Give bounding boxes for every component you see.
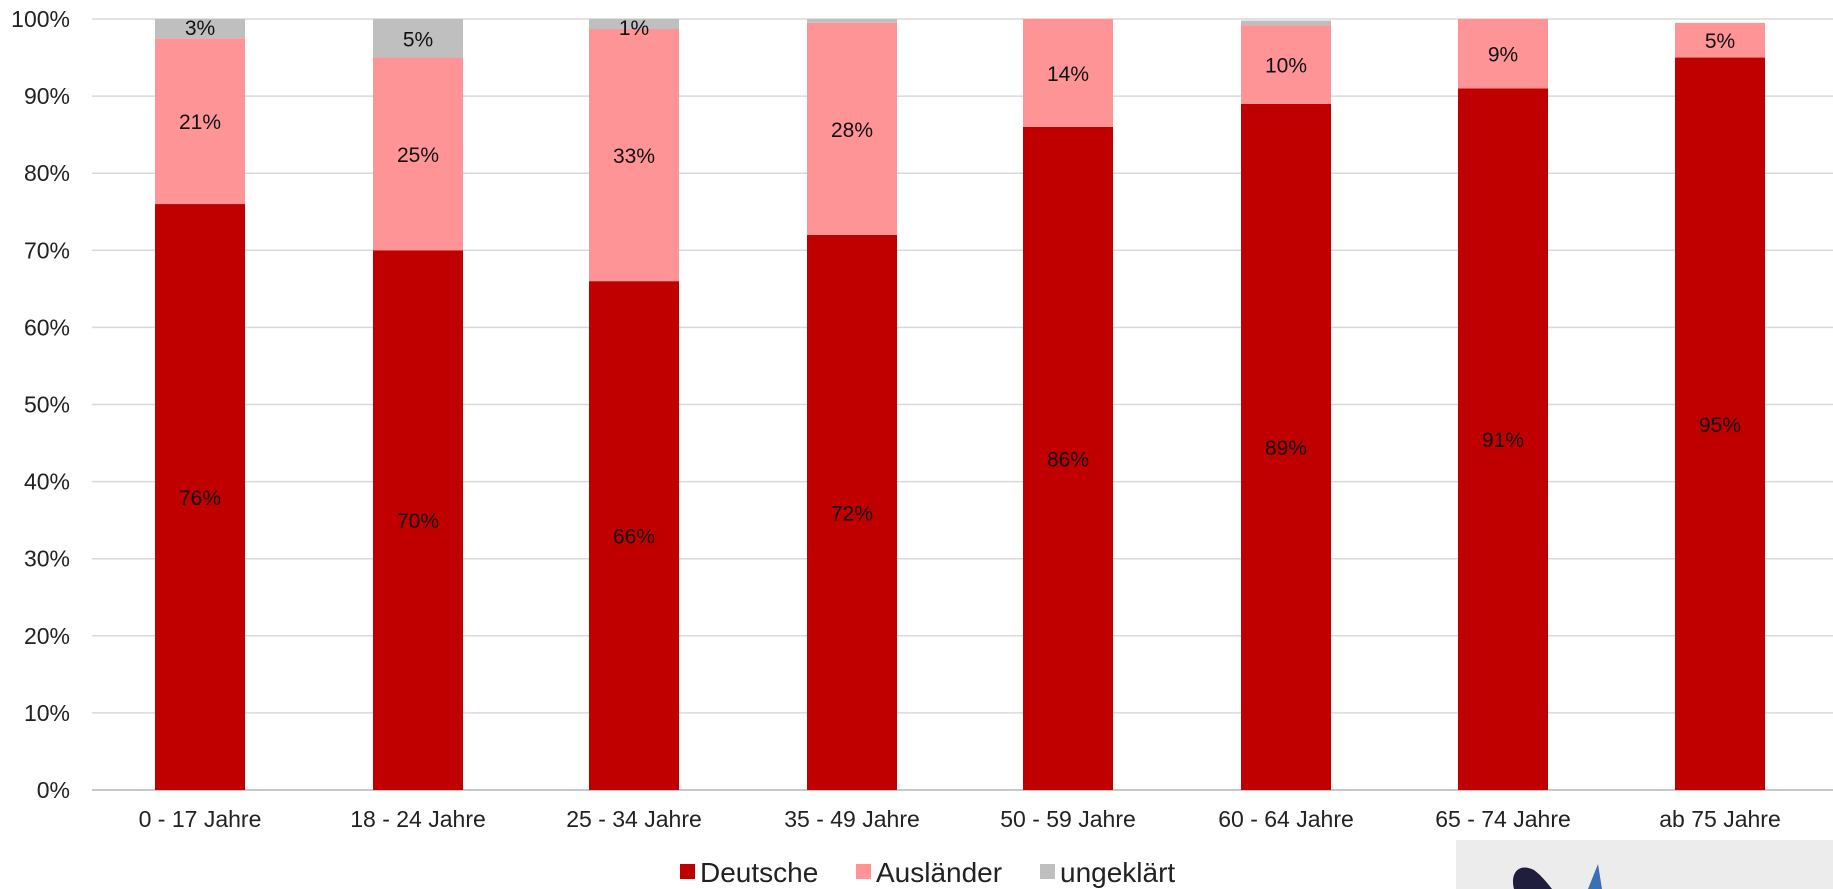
y-tick-label: 100% <box>11 6 70 32</box>
bar-segment <box>1241 20 1331 26</box>
data-label: 5% <box>1705 30 1735 53</box>
legend-label: Deutsche <box>700 857 818 888</box>
legend-swatch <box>1040 864 1055 879</box>
y-axis: 0% 10% 20% 30% 40% 50% 60% 70% 80% 90% 100% <box>11 6 70 803</box>
bar-segment <box>1675 57 1765 791</box>
bar-segment <box>1241 25 1331 104</box>
data-label: 10% <box>1265 54 1307 77</box>
y-tick-label: 10% <box>24 700 70 726</box>
bar-segment <box>373 19 463 58</box>
data-label: 95% <box>1699 414 1741 437</box>
data-label: 28% <box>831 119 873 142</box>
legend-swatch <box>856 864 871 879</box>
logo-corner <box>1456 840 1833 889</box>
data-label: 70% <box>397 510 439 533</box>
data-label: 21% <box>179 111 221 134</box>
x-tick-label: 60 - 64 Jahre <box>1218 806 1354 832</box>
y-tick-label: 40% <box>24 469 70 495</box>
x-axis: 0 - 17 Jahre 18 - 24 Jahre 25 - 34 Jahre 35… <box>139 806 1781 832</box>
gridlines <box>92 18 1833 791</box>
y-tick-label: 90% <box>24 83 70 109</box>
data-label: 86% <box>1047 448 1089 471</box>
x-tick-label: 18 - 24 Jahre <box>350 806 486 832</box>
y-tick-label: 0% <box>37 777 70 803</box>
y-tick-label: 30% <box>24 546 70 572</box>
data-label: 66% <box>613 526 655 549</box>
bar-segment <box>1241 103 1331 790</box>
x-tick-label: 50 - 59 Jahre <box>1000 806 1136 832</box>
bar-segment <box>1023 126 1113 790</box>
data-label: 9% <box>1488 44 1518 67</box>
data-label: 14% <box>1047 63 1089 86</box>
legend-label: ungeklärt <box>1060 857 1175 888</box>
data-label: 5% <box>403 28 433 51</box>
data-label: 89% <box>1265 437 1307 460</box>
bar-segment <box>373 250 463 791</box>
legend-swatch <box>680 864 695 879</box>
bar-segment <box>807 19 897 23</box>
x-tick-label: ab 75 Jahre <box>1659 806 1780 832</box>
y-tick-label: 50% <box>24 392 70 418</box>
y-tick-label: 80% <box>24 160 70 186</box>
data-label: 72% <box>831 502 873 525</box>
bar-segment <box>589 19 679 30</box>
bar-segment <box>373 57 463 251</box>
x-tick-label: 35 - 49 Jahre <box>784 806 920 832</box>
bar-segment <box>807 22 897 235</box>
bar-segment <box>155 19 245 39</box>
bar-segment <box>589 29 679 282</box>
data-labels: 76% 21% 3% 70% 25% 5% 66% 33% 1% 72% 28% 86% 14% 89% 1… <box>179 17 1741 549</box>
data-label: 1% <box>619 17 649 40</box>
bar-segment <box>589 281 679 790</box>
y-tick-label: 70% <box>24 237 70 263</box>
data-label: 33% <box>613 145 655 168</box>
bar-segment <box>1458 88 1548 790</box>
bar-stacks <box>155 19 1765 791</box>
x-tick-label: 0 - 17 Jahre <box>139 806 262 832</box>
bar-segment <box>1458 19 1548 89</box>
y-tick-label: 20% <box>24 623 70 649</box>
logo-mark-icon <box>1512 864 1602 889</box>
bar-segment <box>155 204 245 791</box>
x-tick-label: 65 - 74 Jahre <box>1435 806 1571 832</box>
bar-segment <box>155 38 245 205</box>
bar-segment <box>1675 22 1765 58</box>
data-label: 91% <box>1482 429 1524 452</box>
y-tick-label: 60% <box>24 314 70 340</box>
legend: Deutsche Ausländer ungeklärt <box>680 857 1175 888</box>
data-label: 76% <box>179 487 221 510</box>
bar-segment <box>1023 19 1113 127</box>
legend-label: Ausländer <box>876 857 1002 888</box>
data-label: 25% <box>397 144 439 167</box>
data-label: 3% <box>185 17 215 40</box>
x-tick-label: 25 - 34 Jahre <box>566 806 702 832</box>
bar-segment <box>807 234 897 790</box>
